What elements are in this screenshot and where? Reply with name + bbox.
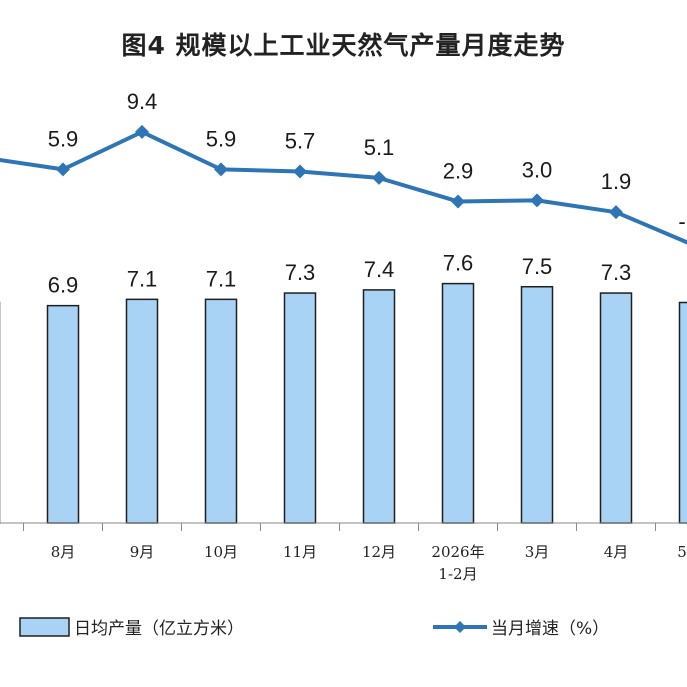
x-tick-label: 2026年 1-2月 xyxy=(431,543,484,583)
line-point-5 xyxy=(372,170,386,185)
line-value-label: 3.0 xyxy=(522,157,553,182)
x-tick-label: 3月 xyxy=(525,543,550,561)
line-point-6 xyxy=(451,194,465,209)
x-tick-label: 5 xyxy=(677,543,687,561)
bar-2 xyxy=(125,298,159,524)
bar-value-label: 6.9 xyxy=(48,273,79,298)
x-tick-label: 12月 xyxy=(362,543,396,561)
bar-value-label: 7.3 xyxy=(601,260,632,285)
line-layer xyxy=(0,124,687,245)
line-point-3 xyxy=(214,162,228,177)
legend-line-label: 当月增速（%） xyxy=(491,619,609,639)
growth-line xyxy=(0,129,687,245)
x-tick-label: 8月 xyxy=(51,543,76,561)
line-point-2 xyxy=(135,124,149,139)
bar-4 xyxy=(283,292,317,524)
x-tick-label: 10月 xyxy=(204,543,238,561)
chart-title: 图4 规模以上工业天然气产量月度走势 xyxy=(121,31,566,60)
labels-layer: 6.97.17.17.37.47.67.57.375.99.45.95.75.1… xyxy=(48,89,686,298)
line-value-label: 5.9 xyxy=(206,126,237,151)
legend-bar-label: 日均产量（亿立方米） xyxy=(74,619,244,639)
line-value-label: - xyxy=(678,209,685,234)
x-tick-label: 4月 xyxy=(604,543,629,561)
bar-value-label: 7.5 xyxy=(522,254,553,279)
bar-6 xyxy=(441,282,475,524)
bar-1 xyxy=(46,304,80,524)
line-value-label: 9.4 xyxy=(127,89,158,114)
line-value-label: 5.9 xyxy=(48,126,79,151)
bar-8 xyxy=(599,292,633,524)
line-point-1 xyxy=(56,162,70,177)
x-tick-label: 9月 xyxy=(130,543,155,561)
line-point-7 xyxy=(530,193,544,208)
line-point-8 xyxy=(609,205,623,220)
line-value-label: 2.9 xyxy=(443,158,474,183)
bar-9 xyxy=(678,301,687,524)
line-value-label: 1.9 xyxy=(601,169,632,194)
bar-value-label: 7.4 xyxy=(364,257,395,282)
line-point-4 xyxy=(293,164,307,179)
bar-value-label: 7.1 xyxy=(127,266,158,291)
legend-bar-swatch xyxy=(19,617,70,637)
bar-value-label: 7.6 xyxy=(443,251,474,276)
bars-layer xyxy=(0,282,687,524)
bar-7 xyxy=(520,286,554,524)
x-tick-label: 11月 xyxy=(283,543,317,561)
legend-line-marker xyxy=(454,621,466,633)
bar-5 xyxy=(362,289,396,524)
x-axis: 8月 9月 10月 11月 12月 2026年 1-2月 3月 4月 5 xyxy=(0,522,687,583)
bar-value-label: 7.1 xyxy=(206,266,237,291)
line-value-label: 5.1 xyxy=(364,135,395,160)
legend: 日均产量（亿立方米） 当月增速（%） xyxy=(19,617,609,639)
bar-value-label: 7.3 xyxy=(285,260,316,285)
bar-3 xyxy=(204,298,238,524)
line-value-label: 5.7 xyxy=(285,129,316,154)
